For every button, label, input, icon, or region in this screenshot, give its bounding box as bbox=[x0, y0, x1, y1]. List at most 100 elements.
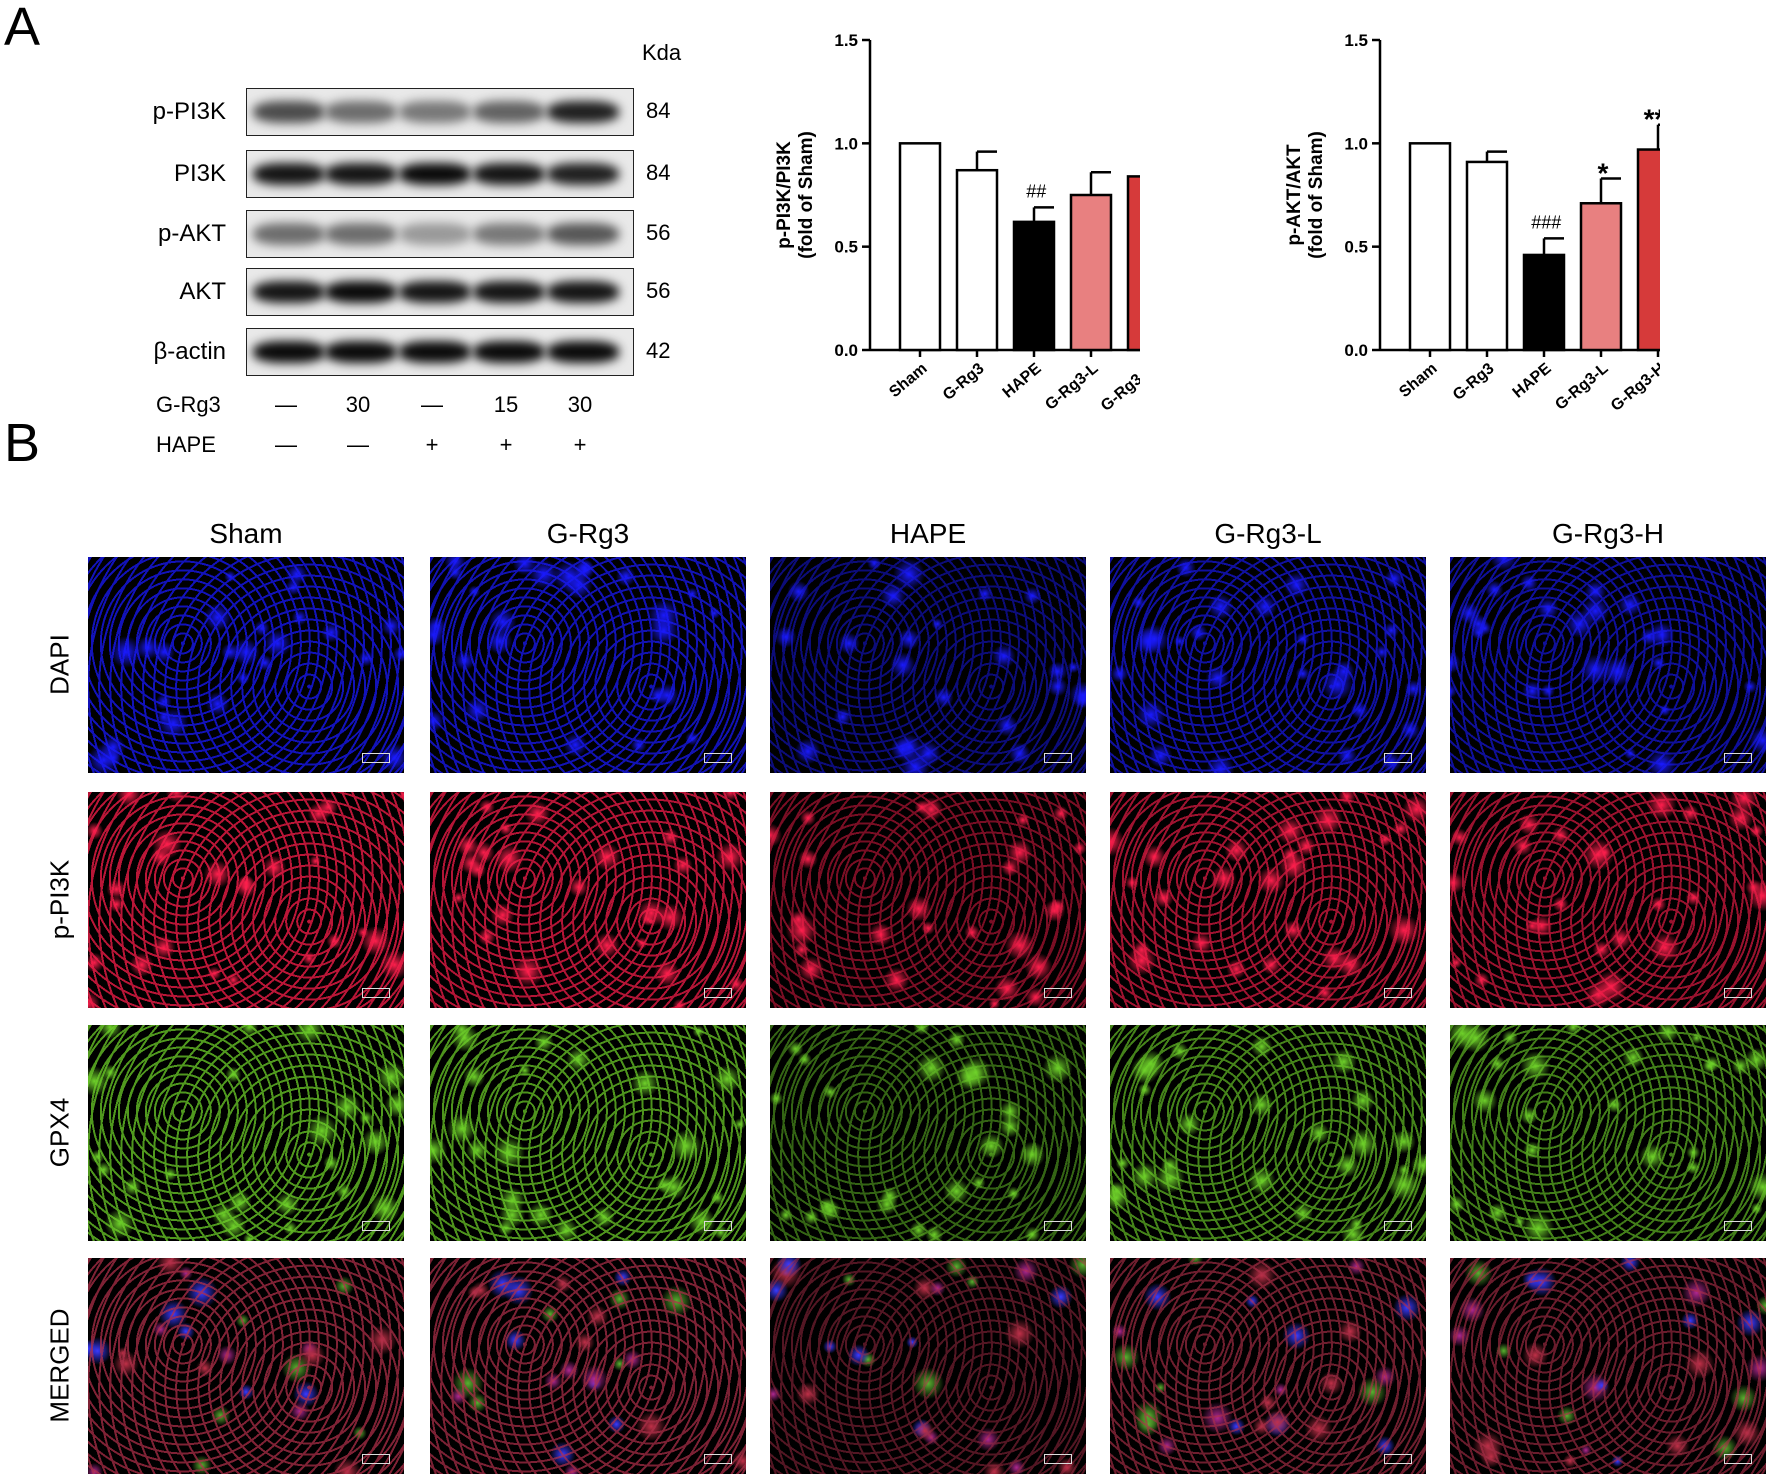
micrograph bbox=[1450, 792, 1766, 1008]
tissue-texture bbox=[88, 1025, 404, 1241]
panel-label-b: B bbox=[4, 413, 41, 473]
x-tick-label: HAPE bbox=[1000, 360, 1045, 402]
blot-band bbox=[253, 101, 325, 123]
treatment-value: + bbox=[573, 432, 587, 457]
x-tick-label: Sham bbox=[886, 360, 930, 401]
x-tick-label: G-Rg3-L bbox=[1042, 360, 1101, 414]
tissue-texture bbox=[1450, 792, 1766, 1008]
y-tick-label: 0.5 bbox=[1344, 238, 1368, 257]
column-title: G-Rg3-L bbox=[1214, 518, 1322, 549]
scale-bar bbox=[1724, 753, 1752, 763]
bar bbox=[898, 142, 942, 352]
treatment-label: G-Rg3 bbox=[156, 392, 221, 417]
micrograph bbox=[1450, 557, 1766, 773]
micrograph bbox=[88, 1025, 404, 1241]
tissue-texture bbox=[88, 792, 404, 1008]
scale-bar bbox=[1384, 753, 1412, 763]
tissue-texture bbox=[88, 1258, 404, 1474]
significance-label: *** bbox=[1644, 104, 1660, 135]
x-tick-label: G-Rg3-H bbox=[1608, 360, 1660, 415]
scale-bar bbox=[362, 988, 390, 998]
blot-strip bbox=[246, 88, 634, 136]
tissue-texture bbox=[770, 792, 1086, 1008]
micrograph bbox=[1110, 792, 1426, 1008]
blot-band bbox=[399, 101, 471, 123]
blot-band bbox=[253, 163, 325, 185]
scale-bar bbox=[704, 1454, 732, 1464]
scale-bar bbox=[1724, 988, 1752, 998]
significance-label: ### bbox=[1531, 212, 1562, 232]
scale-bar bbox=[1044, 753, 1072, 763]
scale-bar bbox=[704, 1221, 732, 1231]
blot-band bbox=[473, 341, 545, 363]
treatment-value: + bbox=[499, 432, 513, 457]
treatment-value: — bbox=[275, 392, 297, 417]
micrograph bbox=[430, 1258, 746, 1474]
treatment-value: 15 bbox=[493, 392, 519, 417]
scale-bar bbox=[362, 1221, 390, 1231]
micrograph bbox=[430, 557, 746, 773]
scale-bar bbox=[704, 988, 732, 998]
tissue-texture bbox=[1110, 792, 1426, 1008]
row-title: MERGED bbox=[44, 1308, 75, 1423]
y-tick-label: 1.5 bbox=[1344, 31, 1368, 50]
tissue-texture bbox=[430, 1258, 746, 1474]
blot-label: PI3K bbox=[173, 160, 226, 187]
y-axis-label-line2: (fold of Sham) bbox=[796, 131, 817, 259]
blot-label: AKT bbox=[179, 278, 226, 305]
blot-band bbox=[399, 341, 471, 363]
y-tick-label: 0.0 bbox=[834, 341, 858, 360]
micrograph bbox=[1110, 557, 1426, 773]
scale-bar bbox=[704, 753, 732, 763]
scale-bar bbox=[362, 753, 390, 763]
scale-bar bbox=[1044, 988, 1072, 998]
y-axis-label: p-PI3K/PI3K(fold of Sham) bbox=[774, 131, 817, 259]
micrograph bbox=[770, 1025, 1086, 1241]
treatment-value: — bbox=[421, 392, 443, 417]
blot-band bbox=[547, 341, 619, 363]
column-title: HAPE bbox=[889, 518, 967, 549]
bar bbox=[1636, 148, 1660, 352]
blot-band bbox=[325, 223, 397, 245]
significance-label: * bbox=[1598, 157, 1609, 188]
bar bbox=[1579, 202, 1623, 352]
x-tick-label: G-Rg3 bbox=[940, 360, 988, 404]
tissue-texture bbox=[88, 557, 404, 773]
blot-label: β-actin bbox=[153, 338, 227, 365]
blot-band bbox=[253, 223, 325, 245]
y-tick-label: 0.0 bbox=[1344, 341, 1368, 360]
blot-band bbox=[547, 163, 619, 185]
tissue-texture bbox=[770, 1025, 1086, 1241]
tissue-texture bbox=[770, 1258, 1086, 1474]
treatment-value: + bbox=[425, 432, 439, 457]
blot-strip bbox=[246, 328, 634, 376]
micrograph bbox=[1450, 1258, 1766, 1474]
blot-kda: 84 bbox=[646, 160, 671, 185]
y-tick-label: 1.5 bbox=[834, 31, 858, 50]
column-title: Sham bbox=[209, 518, 283, 549]
blot-band bbox=[547, 223, 619, 245]
blot-band bbox=[325, 101, 397, 123]
micrograph bbox=[430, 1025, 746, 1241]
bar bbox=[1522, 253, 1566, 352]
tissue-texture bbox=[1110, 1025, 1426, 1241]
micrograph bbox=[88, 1258, 404, 1474]
micrograph bbox=[88, 557, 404, 773]
y-axis-label-line1: p-AKT/AKT bbox=[1284, 144, 1305, 246]
bar bbox=[1126, 175, 1140, 352]
blot-label: p-AKT bbox=[157, 220, 226, 247]
column-title: G-Rg3 bbox=[546, 518, 630, 549]
micrograph bbox=[770, 792, 1086, 1008]
bar bbox=[1012, 220, 1056, 352]
tissue-texture bbox=[1450, 557, 1766, 773]
y-tick-label: 1.0 bbox=[834, 134, 858, 153]
blot-band bbox=[253, 281, 325, 303]
tissue-texture bbox=[1110, 1258, 1426, 1474]
x-tick-label: G-Rg3-L bbox=[1552, 360, 1611, 414]
scale-bar bbox=[1384, 1454, 1412, 1464]
tissue-texture bbox=[430, 1025, 746, 1241]
bar bbox=[1408, 142, 1452, 352]
blot-strip bbox=[246, 210, 634, 258]
row-title: DAPI bbox=[44, 634, 75, 695]
x-tick-label: G-Rg3-H bbox=[1098, 360, 1140, 415]
